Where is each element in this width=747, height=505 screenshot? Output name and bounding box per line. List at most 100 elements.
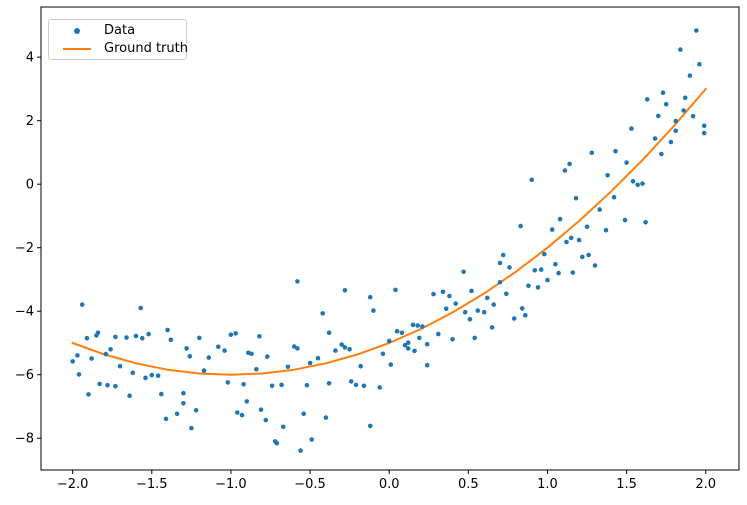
scatter-point <box>367 294 373 300</box>
scatter-point <box>307 360 313 366</box>
scatter-point <box>361 383 367 389</box>
scatter-point <box>222 348 227 353</box>
scatter-point <box>309 437 315 442</box>
scatter-point <box>629 126 634 131</box>
scatter-point <box>586 252 591 258</box>
scatter-point <box>701 123 707 129</box>
scatter-point <box>519 306 525 311</box>
y-axis-tick-label: 0 <box>26 178 34 193</box>
scatter-point <box>652 136 658 141</box>
scatter-point <box>538 267 544 272</box>
scatter-point <box>701 130 707 136</box>
scatter-point <box>681 108 686 113</box>
x-axis-tick-label: 0.5 <box>458 477 479 492</box>
scatter-point <box>412 348 417 354</box>
x-axis-tick-label: −1.5 <box>136 477 168 492</box>
scatter-point <box>431 291 436 297</box>
scatter-point <box>462 309 468 315</box>
scatter-point <box>233 331 238 336</box>
scatter-point <box>399 330 405 336</box>
x-axis-tick-label: 1.5 <box>616 477 637 492</box>
scatter-point <box>138 305 143 311</box>
x-axis-tick-label: 0.0 <box>379 477 400 492</box>
scatter-point <box>103 351 109 357</box>
scatter-point <box>320 311 326 316</box>
scatter-point <box>461 269 466 275</box>
scatter-point <box>597 207 602 212</box>
scatter-point <box>380 351 386 357</box>
scatter-point <box>97 381 102 387</box>
y-axis-tick-label: 2 <box>26 114 34 129</box>
scatter-point <box>105 382 110 388</box>
scatter-point <box>568 235 574 241</box>
scatter-point <box>295 279 300 284</box>
scatter-point <box>274 441 280 446</box>
scatter-point <box>295 346 300 351</box>
scatter-point <box>420 324 425 329</box>
scatter-point <box>117 363 123 369</box>
scatter-point <box>377 385 383 390</box>
scatter-point <box>257 334 262 339</box>
scatter-point <box>644 97 650 102</box>
scatter-point <box>668 139 674 145</box>
scatter-point <box>663 101 669 107</box>
scatter-point <box>656 113 661 119</box>
scatter-point <box>342 288 348 293</box>
scatter-point <box>424 362 430 368</box>
scatter-point <box>570 270 576 275</box>
scatter-point <box>225 380 231 385</box>
scatter-point <box>113 383 118 389</box>
scatter-point <box>342 345 348 350</box>
scatter-point <box>159 391 164 397</box>
scatter-point <box>549 227 555 232</box>
scatter-point <box>589 150 595 156</box>
scatter-point <box>682 95 688 101</box>
scatter-point <box>622 217 628 223</box>
scatter-point <box>165 327 170 333</box>
scatter-point <box>95 330 101 336</box>
scatter-point <box>580 254 585 260</box>
y-axis-tick-label: 4 <box>26 51 34 66</box>
scatter-point <box>353 382 359 388</box>
scatter-point <box>388 362 394 367</box>
scatter-point <box>386 338 392 344</box>
scatter-point <box>315 355 321 361</box>
scatter-point <box>417 335 422 341</box>
scatter-point <box>89 356 94 361</box>
scatter-point <box>113 334 118 340</box>
scatter-point <box>640 181 645 186</box>
scatter-point <box>201 368 207 373</box>
x-axis-tick-label: −1.0 <box>215 477 247 492</box>
x-axis-tick-label: −2.0 <box>57 477 89 492</box>
x-axis-tick-label: −0.5 <box>294 477 326 492</box>
x-axis-tick-label: 1.0 <box>537 477 558 492</box>
scatter-point <box>553 261 558 267</box>
scatter-point <box>447 293 452 299</box>
legend-item-data: Data <box>49 22 186 40</box>
scatter-point <box>358 363 364 369</box>
scatter-point <box>130 370 136 376</box>
scatter-point <box>611 194 617 200</box>
scatter-point <box>526 283 531 289</box>
scatter-point <box>443 306 449 312</box>
y-axis-tick-label: −4 <box>15 305 34 320</box>
scatter-point <box>453 301 459 306</box>
scatter-point <box>556 270 561 276</box>
scatter-point <box>529 177 534 183</box>
scatter-point <box>347 347 352 352</box>
scatter-point <box>76 372 82 377</box>
scatter-point <box>187 354 193 359</box>
scatter-point <box>193 408 199 413</box>
scatter-point <box>367 423 373 429</box>
data-dot-marker-icon <box>73 27 80 34</box>
legend: Data Ground truth <box>48 19 188 60</box>
scatter-point <box>504 291 509 297</box>
scatter-point <box>184 346 189 351</box>
scatter-point <box>155 373 161 379</box>
scatter-point <box>149 372 155 378</box>
scatter-point <box>216 344 221 350</box>
scatter-point <box>436 331 441 337</box>
scatter-point <box>659 151 664 157</box>
scatter-point <box>241 382 246 387</box>
scatter-point <box>258 407 264 413</box>
